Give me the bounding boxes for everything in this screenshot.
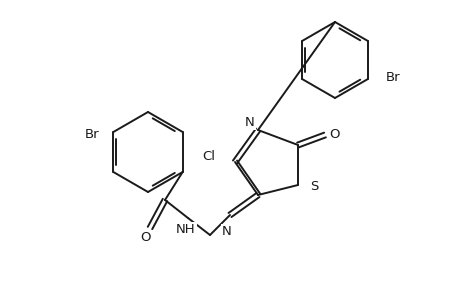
Text: Br: Br bbox=[84, 128, 99, 140]
Text: N: N bbox=[222, 226, 231, 238]
Text: NH: NH bbox=[176, 224, 196, 236]
Text: N: N bbox=[245, 116, 254, 128]
Text: S: S bbox=[309, 181, 318, 194]
Text: Br: Br bbox=[385, 70, 400, 83]
Text: Cl: Cl bbox=[202, 151, 214, 164]
Text: O: O bbox=[329, 128, 340, 142]
Text: O: O bbox=[140, 232, 151, 244]
